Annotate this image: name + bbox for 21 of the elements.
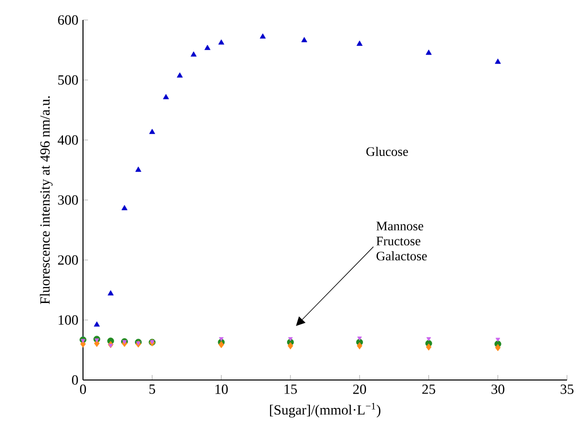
annotation: Glucose <box>366 146 408 156</box>
x-tick-label: 20 <box>353 384 366 394</box>
y-tick-label: 200 <box>58 255 78 265</box>
y-tick-label: 300 <box>58 195 78 205</box>
x-tick-label: 0 <box>80 384 86 394</box>
x-tick-label: 10 <box>216 384 228 394</box>
x-tick-label: 5 <box>149 384 156 394</box>
y-axis-title: Fluorescence intensity at 496 nm/a.u. <box>40 96 53 304</box>
x-tick-label: 35 <box>560 384 574 394</box>
y-tick-label: 500 <box>58 75 78 85</box>
x-axis-title: [Sugar]/(mmol·L$^{−1}$) <box>270 402 380 418</box>
x-tick-label: 25 <box>422 384 436 394</box>
y-tick-label: 600 <box>58 15 78 25</box>
y-tick-label: 400 <box>58 135 78 145</box>
annotation: Mannose <box>376 222 424 230</box>
x-tick-label: 15 <box>284 384 297 394</box>
y-tick-label: 0 <box>72 375 78 385</box>
annotation: Galactose <box>376 251 427 260</box>
y-tick-label: 100 <box>58 315 78 325</box>
annotation: Fructose <box>376 236 420 246</box>
x-tick-label: 30 <box>492 384 504 394</box>
